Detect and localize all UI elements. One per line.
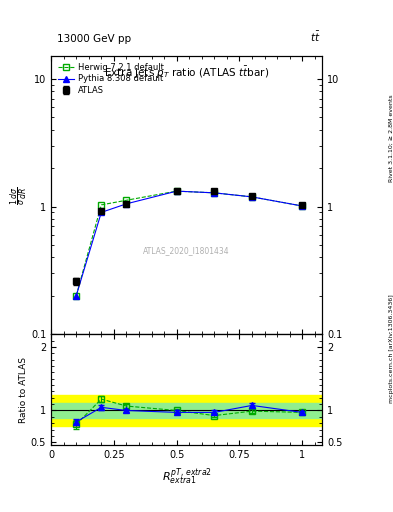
Text: Extra jets $p_T$ ratio (ATLAS $t\bar{t}$bar): Extra jets $p_T$ ratio (ATLAS $t\bar{t}$… xyxy=(104,65,269,81)
Text: $t\bar{t}$: $t\bar{t}$ xyxy=(310,29,320,44)
Bar xyxy=(51,395,322,426)
Pythia 8.308 default xyxy=(74,293,79,299)
Pythia 8.308 default xyxy=(124,201,129,207)
Pythia 8.308 default xyxy=(174,188,179,194)
Pythia 8.308 default xyxy=(250,194,254,200)
Herwig 7.2.1 default xyxy=(250,194,254,200)
Line: Pythia 8.308 default: Pythia 8.308 default xyxy=(73,188,305,298)
Pythia 8.308 default xyxy=(99,209,104,216)
Herwig 7.2.1 default xyxy=(74,293,79,299)
Pythia 8.308 default xyxy=(212,190,217,196)
X-axis label: $R^{pT,\,extra2}_{extra1}$: $R^{pT,\,extra2}_{extra1}$ xyxy=(162,466,212,486)
Herwig 7.2.1 default xyxy=(99,202,104,208)
Text: mcplots.cern.ch [arXiv:1306.3436]: mcplots.cern.ch [arXiv:1306.3436] xyxy=(389,294,393,402)
Herwig 7.2.1 default xyxy=(174,188,179,194)
Y-axis label: Ratio to ATLAS: Ratio to ATLAS xyxy=(19,357,28,423)
Bar xyxy=(51,403,322,418)
Text: Rivet 3.1.10; ≥ 2.8M events: Rivet 3.1.10; ≥ 2.8M events xyxy=(389,94,393,182)
Pythia 8.308 default xyxy=(300,203,305,209)
Text: ATLAS_2020_I1801434: ATLAS_2020_I1801434 xyxy=(143,246,230,255)
Y-axis label: $\frac{1}{\sigma}\frac{d\sigma}{dR}$: $\frac{1}{\sigma}\frac{d\sigma}{dR}$ xyxy=(8,186,29,205)
Line: Herwig 7.2.1 default: Herwig 7.2.1 default xyxy=(73,188,305,298)
Text: 13000 GeV pp: 13000 GeV pp xyxy=(57,33,131,44)
Herwig 7.2.1 default xyxy=(212,190,217,196)
Herwig 7.2.1 default xyxy=(300,203,305,209)
Legend: Herwig 7.2.1 default, Pythia 8.308 default, ATLAS: Herwig 7.2.1 default, Pythia 8.308 defau… xyxy=(55,60,166,97)
Herwig 7.2.1 default xyxy=(124,197,129,203)
